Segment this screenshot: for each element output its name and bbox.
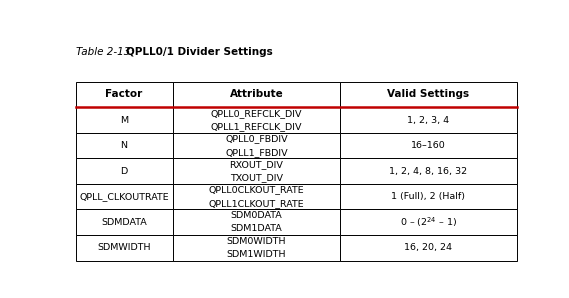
Bar [172,235,340,261]
Bar [340,235,517,261]
Text: QPLL0/1 Divider Settings: QPLL0/1 Divider Settings [126,47,273,57]
Text: 16–160: 16–160 [411,141,446,150]
Bar [340,184,517,209]
Bar [76,235,172,261]
Text: 1, 2, 3, 4: 1, 2, 3, 4 [407,116,450,125]
Bar [76,133,172,158]
Bar [340,209,517,235]
Bar [76,82,172,107]
Text: N: N [121,141,127,150]
Bar [76,158,172,184]
Text: QPLL0CLKOUT_RATE
QPLL1CLKOUT_RATE: QPLL0CLKOUT_RATE QPLL1CLKOUT_RATE [208,186,304,208]
Bar [172,184,340,209]
Bar [172,107,340,133]
Text: D: D [121,167,127,176]
Text: Table 2-13:: Table 2-13: [76,47,133,57]
Bar [76,184,172,209]
Text: QPLL0_FBDIV
QPLL1_FBDIV: QPLL0_FBDIV QPLL1_FBDIV [225,134,288,157]
Text: 0 – (2$^{24}$ – 1): 0 – (2$^{24}$ – 1) [400,215,457,229]
Text: 1 (Full), 2 (Half): 1 (Full), 2 (Half) [391,192,465,201]
Bar [172,133,340,158]
Bar [340,82,517,107]
Text: SDMDATA: SDMDATA [101,218,147,227]
Bar [76,107,172,133]
Text: SDM0DATA
SDM1DATA: SDM0DATA SDM1DATA [230,211,282,233]
Text: SDMWIDTH: SDMWIDTH [97,243,151,252]
Text: Attribute: Attribute [229,89,283,100]
Text: Valid Settings: Valid Settings [387,89,469,100]
Bar [340,107,517,133]
Text: Factor: Factor [105,89,143,100]
Bar [172,82,340,107]
Bar [172,209,340,235]
Text: SDM0WIDTH
SDM1WIDTH: SDM0WIDTH SDM1WIDTH [226,237,286,259]
Bar [172,158,340,184]
Text: 16, 20, 24: 16, 20, 24 [405,243,452,252]
Bar [76,209,172,235]
Text: RXOUT_DIV
TXOUT_DIV: RXOUT_DIV TXOUT_DIV [229,160,283,182]
Text: QPLL_CLKOUTRATE: QPLL_CLKOUTRATE [79,192,169,201]
Bar [340,133,517,158]
Text: QPLL0_REFCLK_DIV
QPLL1_REFCLK_DIV: QPLL0_REFCLK_DIV QPLL1_REFCLK_DIV [211,109,302,131]
Text: 1, 2, 4, 8, 16, 32: 1, 2, 4, 8, 16, 32 [389,167,467,176]
Text: M: M [120,116,128,125]
Bar [340,158,517,184]
